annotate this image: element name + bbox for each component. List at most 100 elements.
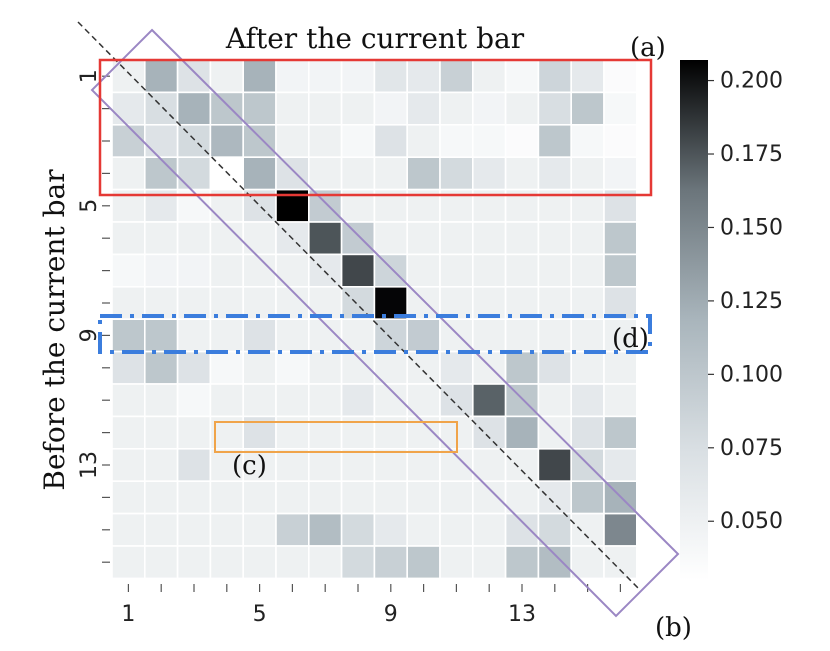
heatmap-cell xyxy=(340,480,376,515)
heatmap-cell xyxy=(209,221,244,256)
colorbar: 0.050 0.075 0.100 0.125 0.150 0.175 0.200 xyxy=(680,60,783,580)
heatmap-cell xyxy=(570,221,605,256)
heatmap-cell xyxy=(242,383,277,418)
heatmap-cell xyxy=(471,91,507,126)
heatmap-cell xyxy=(439,350,474,385)
heatmap-cell xyxy=(209,59,244,94)
heatmap-cell xyxy=(242,59,277,94)
chart-title: After the current bar xyxy=(225,22,525,55)
heatmap-cell xyxy=(242,221,277,256)
heatmap-cell xyxy=(275,512,310,547)
heatmap-cell xyxy=(340,124,376,159)
colorbar-tick-label: 0.200 xyxy=(720,69,783,94)
heatmap-cell xyxy=(537,124,573,159)
heatmap-cell xyxy=(275,124,310,159)
heatmap-cell xyxy=(471,415,507,450)
heatmap-cell xyxy=(275,156,310,191)
heatmap-cell xyxy=(144,253,179,288)
heatmap-cell xyxy=(373,512,408,547)
heatmap-cell xyxy=(603,59,638,94)
heatmap-cell xyxy=(504,512,540,547)
heatmap-cell xyxy=(406,156,441,191)
heatmap-cell xyxy=(340,253,376,288)
heatmap-cell xyxy=(537,318,573,353)
heatmap-cell xyxy=(144,480,179,515)
heatmap-cell xyxy=(406,221,441,256)
heatmap-cell xyxy=(209,91,244,126)
heatmap-cell xyxy=(504,415,540,450)
heatmap-cell xyxy=(471,59,507,94)
heatmap-cell xyxy=(307,59,343,94)
annotation-label-d: (d) xyxy=(612,324,649,354)
heatmap-cell xyxy=(471,350,507,385)
heatmap-cell xyxy=(570,512,605,547)
heatmap-cell xyxy=(570,415,605,450)
heatmap-cell xyxy=(242,91,277,126)
heatmap-cell xyxy=(504,318,540,353)
x-tick-label: 9 xyxy=(384,602,398,627)
heatmap-cell xyxy=(275,318,310,353)
heatmap-cell xyxy=(570,156,605,191)
heatmap-cell xyxy=(439,91,474,126)
heatmap-cell xyxy=(176,383,212,418)
colorbar-tick-label: 0.125 xyxy=(720,289,783,314)
heatmap-cell xyxy=(340,447,376,482)
heatmap-cell xyxy=(144,415,179,450)
heatmap-cell xyxy=(340,512,376,547)
heatmap-cell xyxy=(471,383,507,418)
heatmap-cell xyxy=(144,350,179,385)
heatmap-cell xyxy=(307,383,343,418)
heatmap-cell xyxy=(111,350,146,385)
heatmap-cell xyxy=(537,545,573,580)
heatmap-cell xyxy=(307,221,343,256)
heatmap-cell xyxy=(603,124,638,159)
heatmap-cell xyxy=(439,383,474,418)
y-axis-label: Before the current bar xyxy=(38,169,71,491)
heatmap-cell xyxy=(144,221,179,256)
heatmap-cell xyxy=(176,512,212,547)
heatmap-cell xyxy=(406,512,441,547)
heatmap-cell xyxy=(340,545,376,580)
heatmap-cell xyxy=(209,318,244,353)
heatmap-cell xyxy=(406,350,441,385)
heatmap-cell xyxy=(406,318,441,353)
heatmap-cell xyxy=(570,91,605,126)
heatmap-cell xyxy=(373,59,408,94)
heatmap-cell xyxy=(176,415,212,450)
heatmap-cell xyxy=(242,447,277,482)
heatmap-cell xyxy=(439,59,474,94)
heatmap-cell xyxy=(373,447,408,482)
heatmap-cell xyxy=(406,480,441,515)
heatmap-cell xyxy=(176,91,212,126)
heatmap-cell xyxy=(176,124,212,159)
heatmap-cell xyxy=(406,124,441,159)
heatmap-cell xyxy=(504,156,540,191)
heatmap-cell xyxy=(242,480,277,515)
heatmap-cell xyxy=(242,318,277,353)
heatmap-cell xyxy=(439,480,474,515)
heatmap-cell xyxy=(471,545,507,580)
heatmap-cell xyxy=(406,447,441,482)
heatmap-cell xyxy=(603,91,638,126)
heatmap-cell xyxy=(307,156,343,191)
heatmap-cell xyxy=(307,545,343,580)
colorbar-gradient xyxy=(680,60,708,580)
heatmap-cell xyxy=(570,59,605,94)
heatmap-cell xyxy=(406,545,441,580)
heatmap-cell xyxy=(603,447,638,482)
heatmap-cell xyxy=(439,221,474,256)
heatmap-cell xyxy=(242,512,277,547)
annotation-label-a: (a) xyxy=(630,33,666,63)
heatmap-cell xyxy=(242,545,277,580)
heatmap-cell xyxy=(439,253,474,288)
heatmap-cell xyxy=(176,253,212,288)
colorbar-tick-label: 0.075 xyxy=(720,436,783,461)
heatmap-cell xyxy=(537,253,573,288)
heatmap-cell xyxy=(340,221,376,256)
heatmap-cell xyxy=(307,447,343,482)
heatmap-cell xyxy=(504,124,540,159)
heatmap-cell xyxy=(144,59,179,94)
heatmap-cell xyxy=(439,447,474,482)
diagonal-band-b xyxy=(90,28,680,618)
